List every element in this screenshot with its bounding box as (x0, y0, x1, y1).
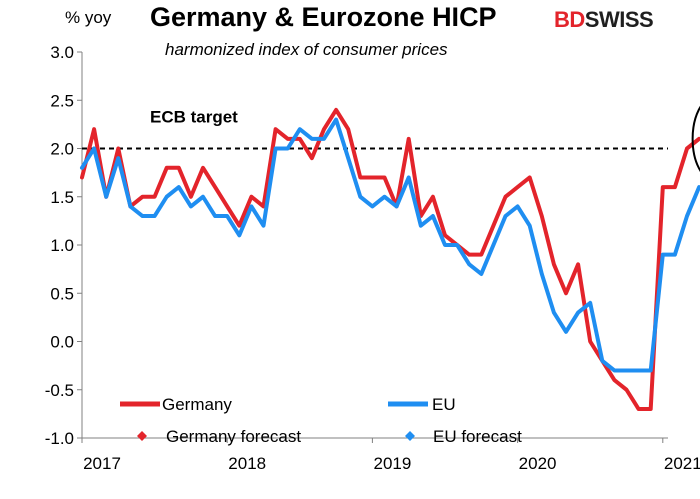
y-tick-label: 2.5 (50, 91, 74, 110)
legend: Germany EU Germany forecast EU forecast (120, 395, 522, 446)
y-tick-label: 1.5 (50, 188, 74, 207)
legend-label-eu: EU (432, 395, 456, 414)
y-tick-label: 0.5 (50, 284, 74, 303)
x-tick-label: 2019 (373, 454, 411, 473)
reference-line-group: ECB target (82, 108, 668, 150)
y-tick-label: 3.0 (50, 43, 74, 62)
y-tick-label: 2.0 (50, 140, 74, 159)
series-lines (80, 107, 700, 412)
x-tick-label: 2017 (83, 454, 121, 473)
forecast-highlight-circle (691, 105, 700, 172)
legend-label-germany: Germany (162, 395, 232, 414)
x-tick-label: 2021 (664, 454, 700, 473)
x-tick-label: 2020 (519, 454, 557, 473)
legend-swatch-eu-forecast (405, 431, 415, 441)
chart-subtitle: harmonized index of consumer prices (165, 40, 448, 59)
y-tick-label: 1.0 (50, 236, 74, 255)
legend-label-germany-forecast: Germany forecast (166, 427, 301, 446)
legend-label-eu-forecast: EU forecast (433, 427, 522, 446)
series-line-eu (80, 117, 700, 373)
forecast-markers (691, 105, 700, 172)
y-tick-label: -0.5 (45, 381, 74, 400)
chart-title: Germany & Eurozone HICP (150, 2, 497, 32)
reference-line-label: ECB target (150, 108, 238, 127)
y-axis-unit: % yoy (65, 8, 112, 27)
series-line-germany (80, 107, 700, 412)
axes: 3.0 2.5 2.0 1.5 1.0 0.5 0.0 -0.5 -1.0 2017 2018 201… (45, 43, 700, 473)
brand-logo: BDSWISS (554, 7, 654, 32)
legend-swatch-germany-forecast (137, 431, 147, 441)
x-tick-label: 2018 (228, 454, 266, 473)
y-tick-label: 0.0 (50, 333, 74, 352)
y-tick-label: -1.0 (45, 429, 74, 448)
